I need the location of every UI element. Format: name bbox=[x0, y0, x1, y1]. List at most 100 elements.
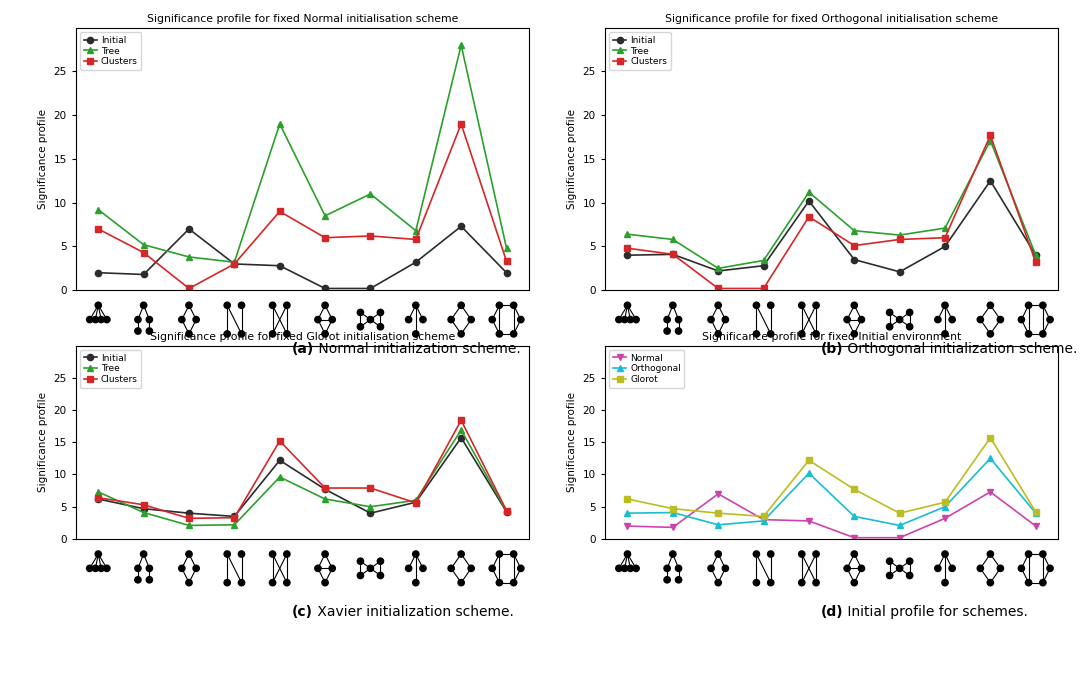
Circle shape bbox=[146, 316, 152, 323]
Orthogonal bbox=[984, 454, 997, 462]
Circle shape bbox=[178, 316, 185, 323]
Clusters bbox=[273, 437, 286, 445]
Orthogonal bbox=[1029, 509, 1042, 518]
Circle shape bbox=[896, 316, 903, 323]
Circle shape bbox=[1040, 580, 1047, 586]
Circle shape bbox=[517, 565, 524, 571]
Initial bbox=[712, 267, 725, 275]
Circle shape bbox=[98, 316, 105, 323]
Line: Tree: Tree bbox=[95, 427, 510, 529]
Tree bbox=[984, 136, 997, 144]
Circle shape bbox=[798, 302, 805, 308]
Circle shape bbox=[448, 316, 455, 323]
Tree bbox=[1029, 251, 1042, 259]
Initial bbox=[319, 485, 332, 493]
Clusters bbox=[92, 493, 105, 502]
Circle shape bbox=[135, 328, 141, 334]
Circle shape bbox=[715, 331, 721, 337]
Tree bbox=[364, 190, 377, 198]
Circle shape bbox=[670, 302, 676, 308]
Circle shape bbox=[621, 565, 627, 571]
Clusters bbox=[409, 236, 422, 244]
Circle shape bbox=[269, 302, 275, 308]
Circle shape bbox=[269, 580, 275, 586]
Circle shape bbox=[715, 302, 721, 308]
Circle shape bbox=[768, 302, 774, 308]
Circle shape bbox=[357, 323, 364, 330]
Clusters bbox=[500, 257, 513, 265]
Circle shape bbox=[284, 580, 291, 586]
Circle shape bbox=[104, 316, 110, 323]
Normal bbox=[848, 533, 861, 542]
Circle shape bbox=[707, 316, 714, 323]
Circle shape bbox=[723, 316, 729, 323]
Legend: Normal, Orthogonal, Glorot: Normal, Orthogonal, Glorot bbox=[609, 350, 685, 388]
Orthogonal bbox=[848, 512, 861, 520]
Tree bbox=[802, 188, 815, 196]
Circle shape bbox=[92, 565, 98, 571]
Circle shape bbox=[329, 316, 336, 323]
Initial bbox=[848, 256, 861, 264]
Initial bbox=[893, 267, 906, 276]
Circle shape bbox=[768, 551, 774, 557]
Initial bbox=[984, 177, 997, 185]
Circle shape bbox=[178, 565, 185, 571]
Circle shape bbox=[140, 551, 147, 557]
Circle shape bbox=[511, 331, 517, 337]
Initial bbox=[319, 284, 332, 292]
Circle shape bbox=[977, 565, 984, 571]
Initial bbox=[757, 262, 770, 270]
Circle shape bbox=[997, 565, 1003, 571]
Circle shape bbox=[851, 331, 858, 337]
Circle shape bbox=[377, 572, 383, 578]
Circle shape bbox=[95, 551, 102, 557]
Normal bbox=[712, 490, 725, 498]
Circle shape bbox=[496, 551, 502, 557]
Circle shape bbox=[135, 565, 141, 571]
Tree bbox=[319, 495, 332, 503]
Circle shape bbox=[86, 316, 93, 323]
Circle shape bbox=[458, 331, 464, 337]
Circle shape bbox=[413, 302, 419, 308]
Circle shape bbox=[377, 323, 383, 330]
Tree bbox=[92, 488, 105, 496]
Circle shape bbox=[768, 580, 774, 586]
Circle shape bbox=[633, 565, 639, 571]
Text: Xavier initialization scheme.: Xavier initialization scheme. bbox=[313, 605, 514, 618]
Circle shape bbox=[284, 551, 291, 557]
Y-axis label: Significance profile: Significance profile bbox=[567, 109, 577, 209]
Circle shape bbox=[798, 331, 805, 337]
Clusters bbox=[228, 260, 241, 268]
Circle shape bbox=[906, 558, 913, 565]
Circle shape bbox=[977, 316, 984, 323]
Line: Clusters: Clusters bbox=[95, 417, 510, 522]
Orthogonal bbox=[666, 509, 679, 517]
Circle shape bbox=[104, 565, 110, 571]
Circle shape bbox=[753, 302, 759, 308]
Circle shape bbox=[715, 551, 721, 557]
Glorot bbox=[939, 498, 951, 507]
Circle shape bbox=[468, 316, 474, 323]
Tree bbox=[183, 521, 195, 529]
Initial bbox=[364, 509, 377, 518]
Normal bbox=[802, 517, 815, 525]
Circle shape bbox=[715, 580, 721, 586]
Circle shape bbox=[98, 565, 105, 571]
Glorot bbox=[802, 456, 815, 464]
Circle shape bbox=[1025, 331, 1031, 337]
Orthogonal bbox=[893, 521, 906, 529]
Clusters bbox=[183, 514, 195, 522]
Circle shape bbox=[146, 328, 152, 334]
Circle shape bbox=[224, 302, 230, 308]
Circle shape bbox=[942, 580, 948, 586]
Circle shape bbox=[420, 565, 427, 571]
Circle shape bbox=[517, 316, 524, 323]
Circle shape bbox=[843, 316, 850, 323]
Glorot bbox=[757, 512, 770, 520]
Circle shape bbox=[135, 577, 141, 583]
Circle shape bbox=[987, 331, 994, 337]
Normal bbox=[893, 533, 906, 542]
Circle shape bbox=[269, 551, 275, 557]
Circle shape bbox=[92, 316, 98, 323]
Circle shape bbox=[458, 551, 464, 557]
